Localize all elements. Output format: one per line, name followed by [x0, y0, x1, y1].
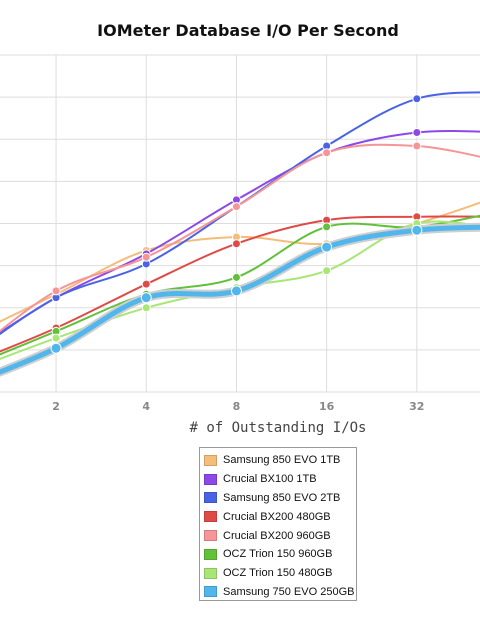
legend-label: Samsung 850 EVO 2TB	[223, 491, 341, 504]
series-lines	[0, 91, 480, 377]
legend: Samsung 850 EVO 1TB Crucial BX100 1TB Sams…	[199, 447, 357, 601]
legend-label: OCZ Trion 150 960GB	[223, 548, 333, 561]
legend-swatch	[204, 473, 217, 485]
data-point	[141, 252, 151, 262]
data-point	[141, 279, 151, 289]
legend-swatch	[204, 548, 217, 560]
plot-grid	[0, 54, 480, 393]
data-point	[321, 241, 333, 253]
data-point	[231, 239, 241, 249]
legend-item[interactable]: Samsung 850 EVO 2TB	[204, 489, 352, 508]
legend-swatch	[204, 567, 217, 579]
series-line-shadow	[0, 222, 480, 377]
legend-label: Crucial BX100 1TB	[223, 473, 317, 486]
data-point	[412, 128, 422, 138]
data-point	[322, 266, 332, 276]
series-4	[0, 141, 480, 333]
legend-item[interactable]: OCZ Trion 150 960GB	[204, 545, 352, 564]
legend-label: OCZ Trion 150 480GB	[223, 567, 333, 580]
data-point	[322, 222, 332, 232]
legend-label: Crucial BX200 960GB	[223, 529, 331, 542]
data-point	[322, 148, 332, 158]
legend-swatch	[204, 454, 217, 466]
legend-label: Samsung 750 EVO 250GB	[223, 585, 355, 598]
legend-item[interactable]: Samsung 750 EVO 250GB	[204, 583, 355, 602]
data-point	[141, 303, 151, 313]
x-tick-label: 8	[233, 400, 241, 413]
data-point	[140, 292, 152, 304]
data-point	[412, 141, 422, 151]
series-line	[0, 224, 480, 375]
legend-swatch	[204, 586, 217, 598]
data-point	[50, 342, 62, 354]
legend-swatch	[204, 492, 217, 504]
legend-item[interactable]: Samsung 850 EVO 1TB	[204, 451, 352, 470]
x-tick-label: 16	[319, 400, 335, 413]
x-tick-label: 32	[409, 400, 424, 413]
data-point	[412, 94, 422, 104]
data-point	[411, 224, 423, 236]
x-tick-label: 4	[142, 400, 150, 413]
x-tick-label: 2	[52, 400, 60, 413]
chart-title: IOMeter Database I/O Per Second	[97, 21, 399, 40]
legend-swatch	[204, 530, 217, 542]
x-tick-labels: 2 4 8 16 32	[52, 400, 424, 413]
data-point	[230, 285, 242, 297]
data-point	[231, 272, 241, 282]
legend-item[interactable]: OCZ Trion 150 480GB	[204, 564, 352, 583]
data-point	[231, 202, 241, 212]
series-7	[0, 222, 480, 377]
legend-label: Samsung 850 EVO 1TB	[223, 454, 341, 467]
data-point	[51, 286, 61, 296]
legend-item[interactable]: Crucial BX200 480GB	[204, 507, 352, 526]
legend-item[interactable]: Crucial BX100 1TB	[204, 470, 352, 489]
x-axis-label: # of Outstanding I/Os	[189, 420, 366, 436]
legend-item[interactable]: Crucial BX200 960GB	[204, 526, 352, 545]
series-line	[0, 143, 480, 333]
legend-label: Crucial BX200 480GB	[223, 510, 331, 523]
legend-swatch	[204, 511, 217, 523]
data-point	[51, 333, 61, 343]
